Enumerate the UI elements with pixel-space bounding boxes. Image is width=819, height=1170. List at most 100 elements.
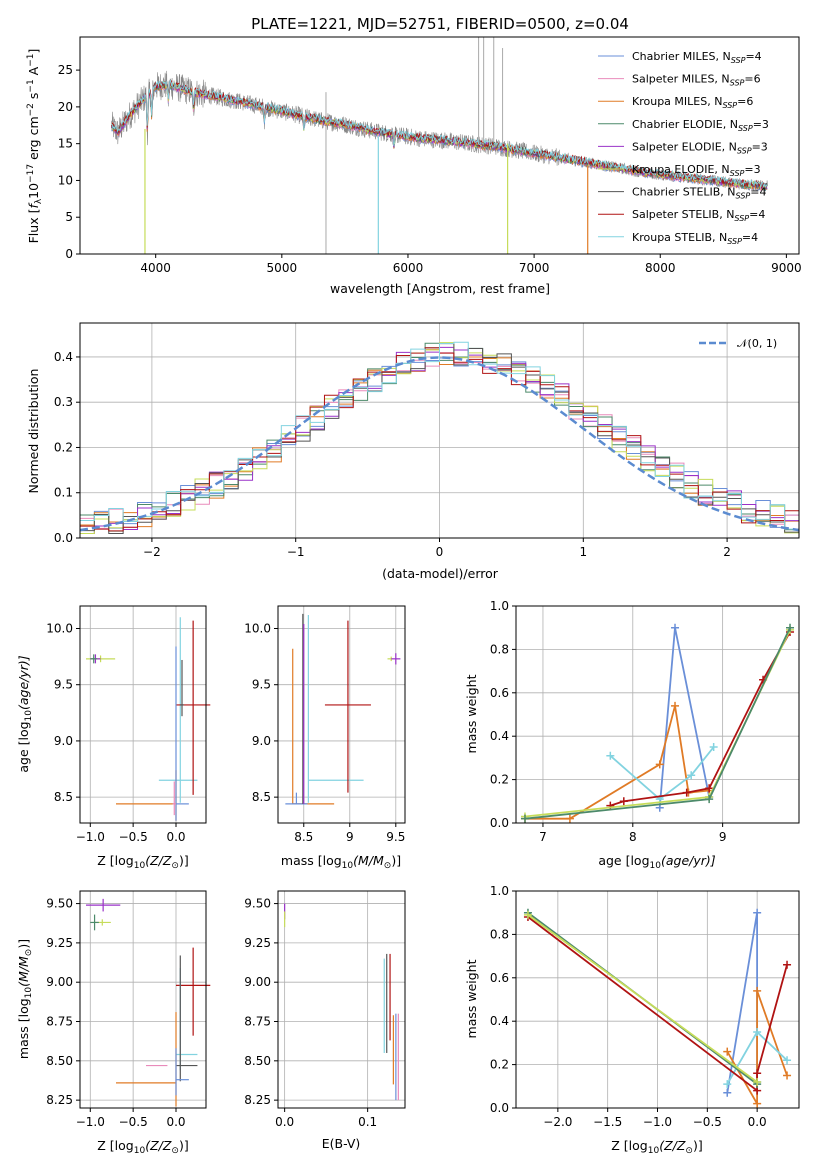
y-tick-label: 20 — [58, 100, 73, 114]
y-tick-label: 0.0 — [490, 816, 509, 830]
spectrum-ticks: 4000 5000 6000 7000 8000 9000 0 5 10 15 20 25 — [58, 63, 802, 275]
mass-z-ylabel: mass [log10(M/M⊙)] — [16, 939, 34, 1059]
ylabel-part: −2 — [26, 103, 36, 116]
x-tick-label: 6000 — [393, 261, 424, 275]
y-tick-label: 0.2 — [490, 773, 509, 787]
weight-marker — [565, 814, 574, 823]
weight-line-kroupa-elodie — [527, 914, 758, 1083]
y-tick-label: 0.6 — [490, 686, 509, 700]
weight-marker — [655, 760, 664, 769]
weight-marker — [606, 751, 615, 760]
mass-vs-z-panel: −1.0 −0.5 0.0 8.25 8.50 8.75 9.00 9.25 9.50 Z [l… — [16, 890, 211, 1156]
label-part: )] — [391, 853, 401, 868]
legend-entry: Chabrier ELODIE, NSSP=3 — [632, 118, 769, 133]
ylabel-part: erg cm — [26, 116, 41, 164]
mass-ebv-xlabel: E(B-V) — [322, 1136, 361, 1151]
ylabel-part: ] — [26, 49, 41, 54]
legend-entry: Chabrier STELIB, NSSP=4 — [632, 186, 766, 201]
x-tick-label: 0.0 — [748, 1115, 767, 1129]
legend-text: Salpeter STELIB, N — [632, 208, 734, 221]
weight-marker — [705, 784, 714, 793]
label-part: (M/M — [16, 956, 31, 987]
legend-entry: Salpeter ELODIE, NSSP=3 — [632, 140, 768, 155]
weight-marker — [619, 797, 628, 806]
y-tick-label: 0.4 — [54, 350, 73, 364]
x-tick-label: 8 — [629, 830, 637, 844]
label-part: 10 — [648, 1146, 660, 1156]
y-tick-label: 9.5 — [252, 678, 271, 692]
weight-line-kroupa-stelib — [609, 746, 715, 801]
residual-xlabel: (data-model)/error — [382, 566, 499, 581]
x-tick-label: 7 — [539, 830, 547, 844]
residual-panel: −2 −1 0 1 2 0.0 0.1 0.2 0.3 0.4 (data-model)/erro… — [26, 322, 800, 581]
residual-ticks: −2 −1 0 1 2 0.0 0.1 0.2 0.3 0.4 — [54, 350, 731, 559]
legend-count: =6 — [737, 95, 753, 108]
ylabel-part: f — [26, 203, 41, 209]
weight-age-lines — [520, 623, 795, 823]
x-tick-label: 8000 — [645, 261, 676, 275]
legend-entry: Kroupa ELODIE, NSSP=3 — [632, 163, 761, 178]
label-part: 10 — [342, 861, 354, 871]
x-tick-label: 5000 — [267, 261, 298, 275]
mass-ebv-ticks: 0.0 0.1 8.25 8.50 8.75 9.00 9.25 9.50 — [244, 897, 377, 1129]
weight-marker — [671, 701, 680, 710]
label-part: (Z/Z — [659, 1138, 686, 1153]
weight-marker — [753, 1099, 762, 1108]
weight-marker — [783, 1056, 792, 1065]
spectrum-frame — [79, 36, 800, 255]
mass-ebv-errorbars — [284, 903, 399, 1101]
ylabel-part: s — [26, 93, 41, 104]
x-tick-label: 0.0 — [166, 1115, 185, 1129]
weight-marker — [723, 1088, 732, 1097]
legend-entry: Salpeter STELIB, NSSP=4 — [632, 208, 765, 223]
y-tick-label: 0.4 — [490, 1014, 509, 1028]
weight-line-kroupa-miles — [726, 990, 788, 1108]
label-part: ⊙ — [24, 949, 34, 957]
y-tick-label: 8.25 — [46, 1093, 73, 1107]
y-tick-label: 0.1 — [54, 486, 73, 500]
legend-text: Kroupa ELODIE, N — [632, 163, 730, 176]
x-tick-label: 7000 — [519, 261, 550, 275]
y-tick-label: 9.50 — [244, 897, 271, 911]
weight-z-ylabel: mass weight — [464, 959, 479, 1038]
y-tick-label: 0.0 — [490, 1101, 509, 1115]
label-part: age [log — [16, 721, 31, 772]
ylabel-part: −1 — [26, 53, 36, 66]
legend-count: =3 — [744, 163, 760, 176]
y-tick-label: 15 — [58, 137, 73, 151]
legend-sub: SSP — [736, 192, 751, 201]
legend-sub: SSP — [734, 214, 749, 223]
weight-marker — [753, 1028, 762, 1037]
x-tick-label: 9 — [719, 830, 727, 844]
y-tick-label: 10.0 — [244, 621, 271, 635]
weight-marker — [671, 623, 680, 632]
y-tick-label: 9.25 — [46, 936, 73, 950]
y-tick-label: 0.0 — [54, 531, 73, 545]
residual-histograms — [79, 341, 800, 538]
y-tick-label: 0.6 — [490, 971, 509, 985]
weight-marker — [753, 1069, 762, 1078]
weight-marker — [723, 1047, 732, 1056]
label-part: 10 — [134, 861, 146, 871]
label-part: (M/M — [353, 853, 384, 868]
legend-text: Chabrier ELODIE, N — [632, 118, 738, 131]
mass-z-grid — [80, 891, 206, 1108]
legend-count: =4 — [742, 231, 758, 244]
label-part: 10 — [134, 1146, 146, 1156]
spectrum-lines — [111, 37, 768, 254]
spectrum-title: PLATE=1221, MJD=52751, FIBERID=0500, z=0… — [251, 15, 629, 33]
y-tick-label: 10.0 — [46, 621, 73, 635]
legend-sub: SSP — [722, 101, 737, 110]
age-z-frame — [79, 605, 207, 824]
x-tick-label: −1.0 — [76, 830, 105, 844]
residual-legend: 𝒩(0, 1) — [699, 337, 777, 350]
ylabel-part: −17 — [26, 164, 36, 183]
weight-marker — [786, 623, 795, 632]
label-part: 10 — [24, 710, 34, 722]
legend-text: Salpeter ELODIE, N — [632, 140, 737, 153]
y-tick-label: 8.25 — [244, 1093, 271, 1107]
spectrum-xlabel: wavelength [Angstrom, rest frame] — [330, 281, 550, 296]
mass-z-xlabel: Z [log10(Z/Z⊙)] — [97, 1138, 188, 1156]
weight-z-lines — [523, 908, 792, 1108]
weight-line-kroupa-elodie — [524, 629, 791, 818]
